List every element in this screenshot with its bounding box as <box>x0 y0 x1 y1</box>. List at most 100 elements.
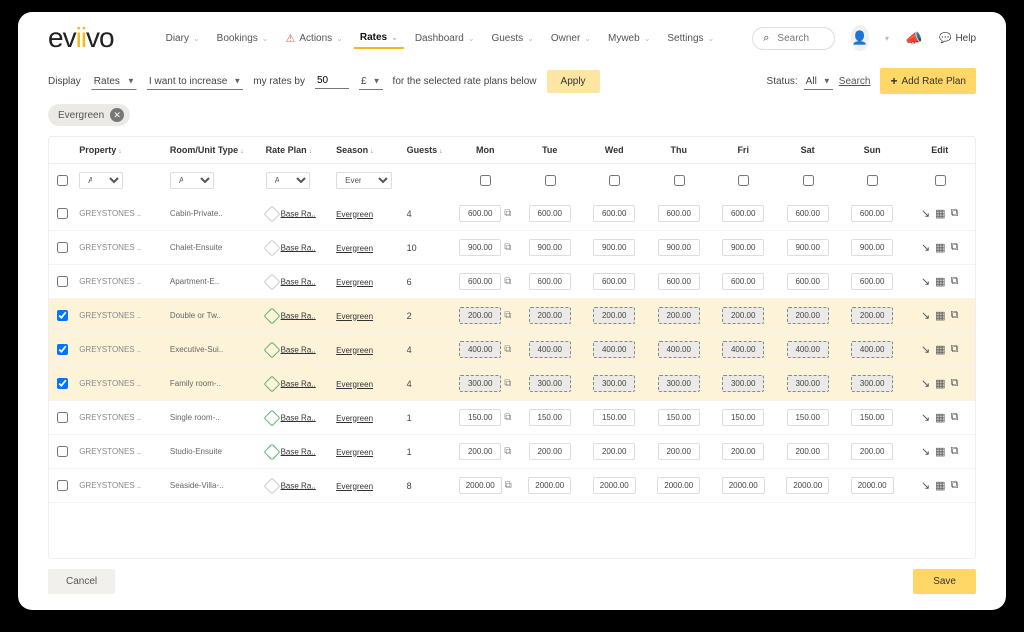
rate-input[interactable]: 150.00 <box>459 409 501 426</box>
grid-icon[interactable]: ▦ <box>935 241 945 254</box>
season-link[interactable]: Evergreen <box>336 346 373 355</box>
day-check-tue[interactable] <box>545 175 556 186</box>
rate-link[interactable]: Base Ra.. <box>281 481 316 490</box>
rate-input[interactable]: 150.00 <box>658 409 700 426</box>
rate-input[interactable]: 600.00 <box>459 273 501 290</box>
rate-input[interactable]: 400.00 <box>529 341 571 358</box>
col-tue[interactable]: Tue <box>518 137 582 164</box>
col-mon[interactable]: Mon <box>453 137 517 164</box>
duplicate-icon[interactable]: ⧉ <box>951 207 959 220</box>
rate-input[interactable]: 150.00 <box>593 409 635 426</box>
filter-room[interactable]: All <box>170 172 214 189</box>
status-select[interactable]: All <box>804 74 833 90</box>
rate-input[interactable]: 600.00 <box>787 273 829 290</box>
rate-input[interactable]: 2000.00 <box>593 477 636 494</box>
nav-bookings[interactable]: Bookings⌄ <box>211 29 275 48</box>
help-button[interactable]: 💬 Help <box>939 33 976 44</box>
rate-input[interactable]: 600.00 <box>593 273 635 290</box>
day-check-fri[interactable] <box>738 175 749 186</box>
duplicate-icon[interactable]: ⧉ <box>951 275 959 288</box>
duplicate-icon[interactable]: ⧉ <box>951 343 959 356</box>
rate-input[interactable]: 300.00 <box>529 375 571 392</box>
row-checkbox[interactable] <box>57 344 68 355</box>
intent-select[interactable]: I want to increase <box>147 74 243 90</box>
rate-input[interactable]: 300.00 <box>593 375 635 392</box>
rate-input[interactable]: 900.00 <box>658 239 700 256</box>
copy-icon[interactable]: ⧉ <box>505 480 512 491</box>
rate-input[interactable]: 900.00 <box>851 239 893 256</box>
grid-icon[interactable]: ▦ <box>935 207 945 220</box>
rate-input[interactable]: 300.00 <box>658 375 700 392</box>
rate-input[interactable]: 200.00 <box>787 443 829 460</box>
nav-rates[interactable]: Rates⌄ <box>354 28 404 49</box>
col-room[interactable]: Room/Unit Type↓ <box>166 137 262 164</box>
profile-button[interactable]: 👤 <box>851 25 869 51</box>
rate-input[interactable]: 400.00 <box>851 341 893 358</box>
nav-settings[interactable]: Settings⌄ <box>661 29 720 48</box>
col-season[interactable]: Season↓ <box>332 137 403 164</box>
wand-icon[interactable]: ↘ <box>921 343 930 356</box>
rate-input[interactable]: 2000.00 <box>459 477 502 494</box>
wand-icon[interactable]: ↘ <box>921 445 930 458</box>
rate-input[interactable]: 2000.00 <box>722 477 765 494</box>
rate-input[interactable]: 900.00 <box>787 239 829 256</box>
nav-guests[interactable]: Guests⌄ <box>485 29 539 48</box>
rate-link[interactable]: Base Ra.. <box>281 413 316 422</box>
rate-input[interactable]: 600.00 <box>787 205 829 222</box>
search-link[interactable]: Search <box>839 76 871 87</box>
rate-input[interactable]: 600.00 <box>658 273 700 290</box>
rate-input[interactable]: 200.00 <box>529 443 571 460</box>
rate-link[interactable]: Base Ra.. <box>281 277 316 286</box>
rate-input[interactable]: 200.00 <box>658 307 700 324</box>
rate-link[interactable]: Base Ra.. <box>281 209 316 218</box>
day-check-sun[interactable] <box>867 175 878 186</box>
wand-icon[interactable]: ↘ <box>921 207 930 220</box>
col-property[interactable]: Property↓ <box>75 137 166 164</box>
grid-icon[interactable]: ▦ <box>935 309 945 322</box>
grid-icon[interactable]: ▦ <box>935 343 945 356</box>
rate-input[interactable]: 400.00 <box>459 341 501 358</box>
row-checkbox[interactable] <box>57 480 68 491</box>
rate-input[interactable]: 200.00 <box>593 307 635 324</box>
display-select[interactable]: Rates <box>91 73 137 90</box>
duplicate-icon[interactable]: ⧉ <box>951 479 959 492</box>
rate-input[interactable]: 300.00 <box>787 375 829 392</box>
wand-icon[interactable]: ↘ <box>921 309 930 322</box>
search-box[interactable]: ⌕ <box>752 27 835 50</box>
edit-check[interactable] <box>935 175 946 186</box>
row-checkbox[interactable] <box>57 242 68 253</box>
rate-input[interactable]: 200.00 <box>529 307 571 324</box>
rate-input[interactable]: 2000.00 <box>528 477 571 494</box>
season-link[interactable]: Evergreen <box>336 448 373 457</box>
duplicate-icon[interactable]: ⧉ <box>951 241 959 254</box>
row-checkbox[interactable] <box>57 208 68 219</box>
rate-input[interactable]: 200.00 <box>593 443 635 460</box>
rate-input[interactable]: 300.00 <box>851 375 893 392</box>
season-link[interactable]: Evergreen <box>336 380 373 389</box>
rate-input[interactable]: 600.00 <box>722 273 764 290</box>
rate-input[interactable]: 150.00 <box>787 409 829 426</box>
day-check-mon[interactable] <box>480 175 491 186</box>
rate-link[interactable]: Base Ra.. <box>281 379 316 388</box>
rate-input[interactable]: 900.00 <box>593 239 635 256</box>
col-fri[interactable]: Fri <box>711 137 775 164</box>
season-link[interactable]: Evergreen <box>336 278 373 287</box>
rate-input[interactable]: 200.00 <box>658 443 700 460</box>
rate-input[interactable]: 200.00 <box>851 443 893 460</box>
rate-input[interactable]: 300.00 <box>722 375 764 392</box>
nav-owner[interactable]: Owner⌄ <box>545 29 597 48</box>
rate-input[interactable]: 200.00 <box>459 443 501 460</box>
nav-actions[interactable]: ⚠Actions⌄ <box>280 28 349 49</box>
col-rateplan[interactable]: Rate Plan↓ <box>262 137 333 164</box>
currency-select[interactable]: £ <box>359 74 383 90</box>
copy-icon[interactable]: ⧉ <box>504 208 511 219</box>
rate-input[interactable]: 200.00 <box>722 307 764 324</box>
rate-input[interactable]: 300.00 <box>459 375 501 392</box>
nav-dashboard[interactable]: Dashboard⌄ <box>409 29 481 48</box>
chip-remove-icon[interactable]: ✕ <box>110 108 124 122</box>
rate-input[interactable]: 200.00 <box>722 443 764 460</box>
search-input[interactable] <box>775 32 824 45</box>
rate-link[interactable]: Base Ra.. <box>281 345 316 354</box>
grid-icon[interactable]: ▦ <box>935 377 945 390</box>
season-link[interactable]: Evergreen <box>336 312 373 321</box>
